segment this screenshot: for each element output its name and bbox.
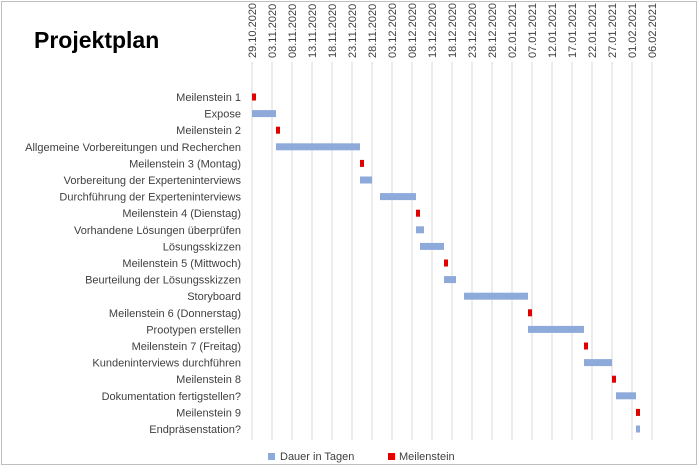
- x-tick-label: 03.12.2020: [387, 3, 399, 58]
- x-tick-label: 18.11.2020: [327, 4, 339, 58]
- task-label: Dokumentation fertigstellen?: [102, 391, 241, 403]
- x-tick-label: 23.12.2020: [467, 3, 479, 58]
- task-label: Meilenstein 7 (Freitag): [132, 341, 241, 353]
- task-label: Kundeninterviews durchführen: [92, 358, 241, 370]
- x-tick-label: 08.12.2020: [407, 3, 419, 58]
- milestone-marker: [276, 126, 280, 134]
- duration-bar: [528, 325, 584, 333]
- duration-bar: [276, 143, 360, 151]
- x-tick-label: 28.12.2020: [487, 3, 499, 58]
- duration-bar: [360, 176, 372, 184]
- task-label: Lösungsskizzen: [163, 241, 241, 253]
- milestone-marker: [584, 342, 588, 350]
- duration-bar: [444, 276, 456, 284]
- milestone-marker: [612, 375, 616, 383]
- milestone-marker: [252, 93, 256, 101]
- x-tick-label: 23.11.2020: [347, 4, 359, 58]
- x-tick-label: 29.10.2020: [247, 3, 259, 58]
- task-label: Meilenstein 5 (Mittwoch): [122, 258, 241, 270]
- milestone-marker: [360, 159, 364, 167]
- duration-bar: [636, 425, 640, 433]
- task-label: Vorbereitung der Experteninterviews: [64, 175, 242, 187]
- duration-bar: [416, 226, 424, 234]
- chart-title: Projektplan: [34, 27, 159, 53]
- task-label: Endpräsenstation?: [149, 424, 241, 436]
- x-tick-label: 06.02.2021: [647, 3, 659, 58]
- task-label: Allgemeine Vorbereitungen und Recherchen: [25, 142, 241, 154]
- milestone-marker: [636, 408, 640, 416]
- x-tick-label: 01.02.2021: [627, 3, 639, 58]
- task-bars: [252, 93, 640, 433]
- legend: Dauer in Tagen Meilenstein: [268, 451, 455, 463]
- task-label: Meilenstein 8: [176, 374, 241, 386]
- task-label: Meilenstein 4 (Dienstag): [122, 208, 241, 220]
- task-label: Expose: [204, 109, 241, 121]
- x-axis-tick-labels: 29.10.2020 03.11.2020 08.11.2020 13.11.2020…: [247, 3, 659, 58]
- duration-bar: [420, 242, 444, 250]
- duration-bar: [252, 110, 276, 118]
- task-label: Meilenstein 9: [176, 407, 241, 419]
- legend-label-milestone: Meilenstein: [399, 451, 455, 463]
- milestone-marker: [416, 209, 420, 217]
- duration-bar: [616, 392, 636, 400]
- duration-bar: [584, 359, 612, 367]
- x-tick-label: 13.12.2020: [427, 3, 439, 58]
- x-tick-label: 03.11.2020: [267, 4, 279, 58]
- x-tick-label: 27.01.2021: [607, 3, 619, 58]
- milestone-marker: [444, 259, 448, 267]
- x-tick-label: 18.12.2020: [447, 3, 459, 58]
- task-label: Meilenstein 1: [176, 92, 241, 104]
- task-label: Durchführung der Experteninterviews: [59, 192, 241, 204]
- x-tick-label: 07.01.2021: [527, 3, 539, 58]
- x-tick-label: 22.01.2021: [587, 3, 599, 58]
- task-label: Vorhandene Lösungen überprüfen: [74, 225, 241, 237]
- legend-swatch-duration: [268, 453, 275, 460]
- task-label: Meilenstein 6 (Donnerstag): [109, 308, 241, 320]
- task-labels: Meilenstein 1 Expose Meilenstein 2 Allgemei…: [25, 92, 241, 436]
- x-tick-label: 17.01.2021: [567, 3, 579, 58]
- milestone-marker: [528, 309, 532, 317]
- duration-bar: [464, 292, 528, 300]
- x-tick-label: 13.11.2020: [307, 4, 319, 58]
- x-tick-label: 28.11.2020: [367, 4, 379, 58]
- legend-label-duration: Dauer in Tagen: [280, 451, 354, 463]
- task-label: Storyboard: [187, 291, 241, 303]
- task-label: Prootypen erstellen: [146, 324, 241, 336]
- gridlines: [251, 62, 653, 440]
- x-tick-label: 08.11.2020: [287, 4, 299, 58]
- task-label: Beurteilung der Lösungsskizzen: [85, 275, 241, 287]
- x-tick-label: 02.01.2021: [507, 3, 519, 58]
- legend-swatch-milestone: [388, 453, 395, 460]
- duration-bar: [380, 193, 416, 201]
- task-label: Meilenstein 2: [176, 125, 241, 137]
- x-tick-label: 12.01.2021: [547, 3, 559, 58]
- task-label: Meilenstein 3 (Montag): [129, 158, 241, 170]
